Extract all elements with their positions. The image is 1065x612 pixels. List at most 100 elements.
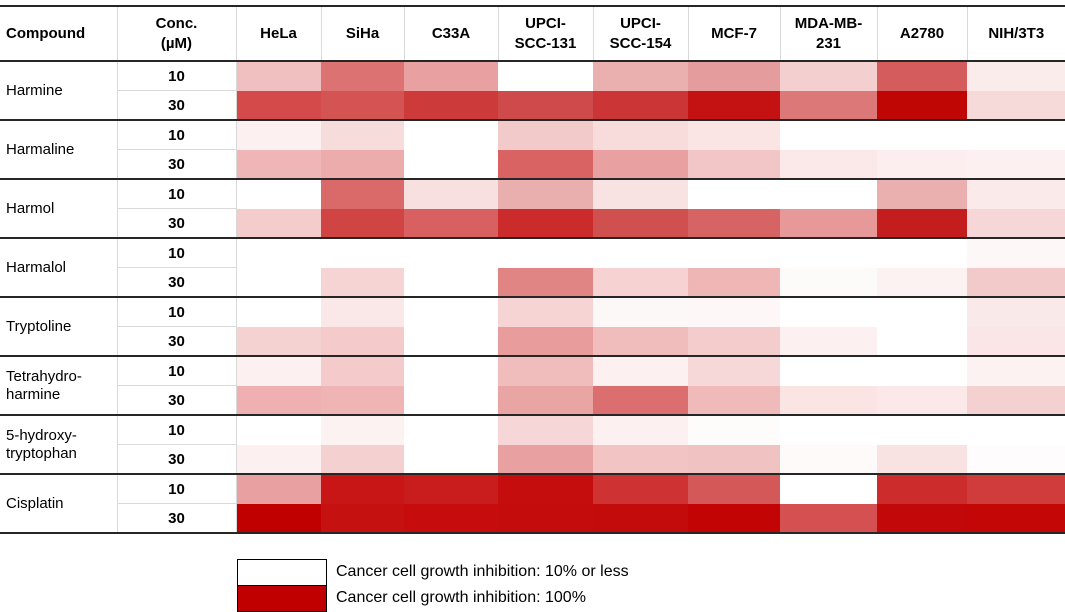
heatmap-cell [498,267,593,297]
heatmap-row: 5-hydroxy- tryptophan 10 [0,414,1065,474]
heatmap-cell [321,326,404,356]
heatmap-cell [877,414,967,445]
heatmap-cell [593,178,688,209]
heatmap-cell [780,237,877,268]
heatmap-cell [404,296,498,327]
conc-value: 30 [117,208,237,238]
legend: Cancer cell growth inhibition: 10% or le… [237,559,1065,612]
column-header-compound: Compound [0,6,117,62]
heatmap-cell [321,444,404,474]
heatmap-cell [967,355,1065,386]
conc-value: 10 [117,119,237,150]
heatmap-cell [877,444,967,474]
heatmap-cell [593,326,688,356]
heatmap-cell [404,444,498,474]
compound-label: Harmine [0,60,118,120]
heatmap-row: Harmaline 10 [0,119,1065,179]
heatmap-row: 30 [0,444,1065,474]
heatmap-cell [593,90,688,120]
heatmap-row: 30 [0,208,1065,238]
heatmap-cell [967,414,1065,445]
heatmap-cell [688,208,780,238]
heatmap-row: Tetrahydro- harmine 10 [0,355,1065,415]
heatmap-cell [780,60,877,91]
compound-label: Tetrahydro- harmine [0,355,118,415]
heatmap-cell [498,149,593,179]
heatmap-cell [236,237,321,268]
column-header-upci-scc-154: UPCI- SCC-154 [592,6,688,62]
heatmap-cell [498,208,593,238]
conc-value: 30 [117,90,237,120]
conc-value: 30 [117,444,237,474]
legend-swatch-max [238,585,326,611]
heatmap-cell [498,90,593,120]
column-header-nih-3t3: NIH/3T3 [966,6,1065,62]
conc-value: 30 [117,503,237,533]
heatmap-row: Cisplatin 10 [0,473,1065,533]
heatmap-cell [688,473,780,504]
heatmap-cell [321,385,404,415]
heatmap-cell [688,237,780,268]
conc-value: 10 [117,414,237,445]
conc-value: 30 [117,385,237,415]
heatmap-cell [321,149,404,179]
heatmap-cell [593,503,688,533]
heatmap-cell [404,60,498,91]
compound-label: 5-hydroxy- tryptophan [0,414,118,474]
heatmap-cell [236,296,321,327]
heatmap-cell [321,90,404,120]
heatmap-cell [498,444,593,474]
legend-swatch-box [237,559,327,612]
compound-label: Harmalol [0,237,118,297]
conc-value: 10 [117,473,237,504]
legend-labels: Cancer cell growth inhibition: 10% or le… [336,559,629,612]
heatmap-cell [967,90,1065,120]
heatmap-cell [404,385,498,415]
column-header-hela: HeLa [235,6,321,62]
heatmap-cell [404,326,498,356]
heatmap-cell [967,296,1065,327]
heatmap-cell [404,149,498,179]
heatmap-cell [688,149,780,179]
heatmap-cell [321,267,404,297]
heatmap-cell [498,296,593,327]
conc-value: 10 [117,178,237,209]
heatmap-cell [688,119,780,150]
heatmap-cell [321,208,404,238]
heatmap-cell [404,503,498,533]
heatmap-row: 30 [0,90,1065,120]
heatmap-row: 30 [0,326,1065,356]
column-header-c33a: C33A [403,6,498,62]
conc-value: 10 [117,355,237,386]
heatmap-cell [593,60,688,91]
heatmap-cell [967,385,1065,415]
compound-label: Harmaline [0,119,118,179]
heatmap-cell [780,267,877,297]
inhibition-heatmap-table: Compound Conc. (µM) HeLa SiHa C33A UPCI- SC… [0,5,1065,534]
heatmap-cell [236,119,321,150]
heatmap-cell [236,149,321,179]
heatmap-cell [780,326,877,356]
heatmap-cell [236,208,321,238]
heatmap-cell [593,119,688,150]
heatmap-cell [967,60,1065,91]
heatmap-cell [236,355,321,386]
heatmap-cell [780,414,877,445]
heatmap-cell [321,355,404,386]
heatmap-cell [877,326,967,356]
heatmap-cell [321,296,404,327]
heatmap-row: Harmol 10 [0,178,1065,238]
heatmap-row: Tryptoline 10 [0,296,1065,356]
heatmap-row: 30 [0,149,1065,179]
heatmap-cell [877,503,967,533]
conc-value: 30 [117,326,237,356]
heatmap-cell [688,267,780,297]
heatmap-cell [498,237,593,268]
heatmap-cell [967,237,1065,268]
heatmap-cell [967,326,1065,356]
heatmap-cell [688,414,780,445]
heatmap-cell [404,237,498,268]
heatmap-row: 30 [0,385,1065,415]
heatmap-cell [780,296,877,327]
heatmap-cell [780,473,877,504]
